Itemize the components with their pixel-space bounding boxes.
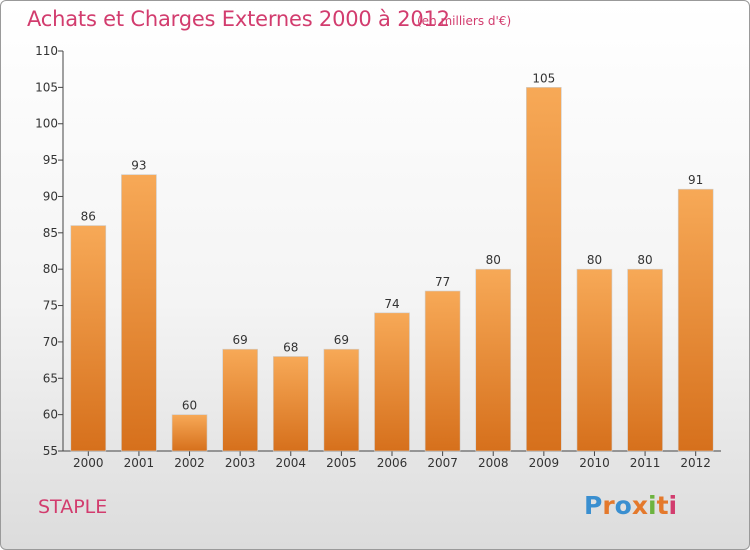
x-tick-label: 2010	[579, 456, 610, 470]
y-tick-label: 85	[43, 226, 58, 240]
logo-letter: o	[614, 491, 632, 520]
y-tick-label: 90	[43, 189, 58, 203]
chart-subtitle: (en milliers d'€)	[417, 14, 512, 28]
bar	[475, 268, 512, 452]
x-tick-label: 2000	[73, 456, 104, 470]
bar-value-label: 74	[384, 297, 399, 311]
bar-value-label: 80	[486, 253, 501, 267]
bar	[627, 268, 663, 452]
x-tick-label: 2005	[326, 456, 357, 470]
y-tick-label: 75	[43, 299, 58, 313]
bar-value-label: 69	[334, 333, 349, 347]
x-tick-label: 2006	[377, 456, 408, 470]
y-tick-label: 80	[43, 262, 58, 276]
bar-value-label: 93	[131, 159, 146, 173]
x-tick-label: 2011	[630, 456, 661, 470]
bar-value-label: 69	[233, 333, 248, 347]
logo-letter: t	[656, 491, 669, 520]
x-tick-label: 2007	[427, 456, 458, 470]
logo-letter: i	[668, 491, 678, 520]
bar	[272, 356, 309, 452]
y-tick-label: 65	[43, 371, 58, 385]
bar-value-label: 68	[283, 340, 298, 354]
bar	[424, 290, 461, 452]
bar-value-label: 91	[688, 173, 703, 187]
bar	[323, 348, 360, 452]
y-tick-label: 110	[35, 44, 58, 58]
logo-letter: r	[602, 491, 615, 520]
logo-letter: x	[631, 491, 648, 520]
bar-value-label: 105	[532, 71, 555, 85]
x-tick-label: 2012	[680, 456, 711, 470]
x-tick-label: 2002	[174, 456, 205, 470]
chart-title: Achats et Charges Externes 2000 à 2012	[27, 7, 450, 31]
bar	[526, 87, 562, 452]
x-tick-label: 2004	[275, 456, 306, 470]
y-tick-label: 100	[35, 117, 58, 131]
bar-value-label: 77	[435, 275, 450, 289]
bar-value-label: 80	[637, 253, 652, 267]
bar	[374, 312, 410, 452]
bar-value-label: 60	[182, 399, 197, 413]
bar-value-label: 80	[587, 253, 602, 267]
logo-letter: P	[584, 491, 603, 520]
bar	[70, 225, 107, 452]
logo-letter: i	[648, 491, 657, 520]
x-tick-label: 2001	[124, 456, 155, 470]
y-tick-label: 55	[43, 444, 58, 458]
bar	[576, 268, 613, 452]
city-label: STAPLE	[38, 496, 108, 518]
bar-value-label: 86	[81, 210, 96, 224]
y-tick-label: 60	[43, 408, 58, 422]
x-tick-label: 2009	[529, 456, 560, 470]
y-tick-label: 105	[35, 80, 58, 94]
bar	[677, 188, 714, 452]
y-tick-label: 95	[43, 153, 58, 167]
y-tick-label: 70	[43, 335, 58, 349]
bar	[121, 174, 157, 452]
bar	[222, 348, 258, 452]
x-tick-label: 2008	[478, 456, 509, 470]
proxiti-logo: Proxiti	[584, 491, 677, 520]
x-tick-label: 2003	[225, 456, 256, 470]
bar	[171, 414, 208, 452]
